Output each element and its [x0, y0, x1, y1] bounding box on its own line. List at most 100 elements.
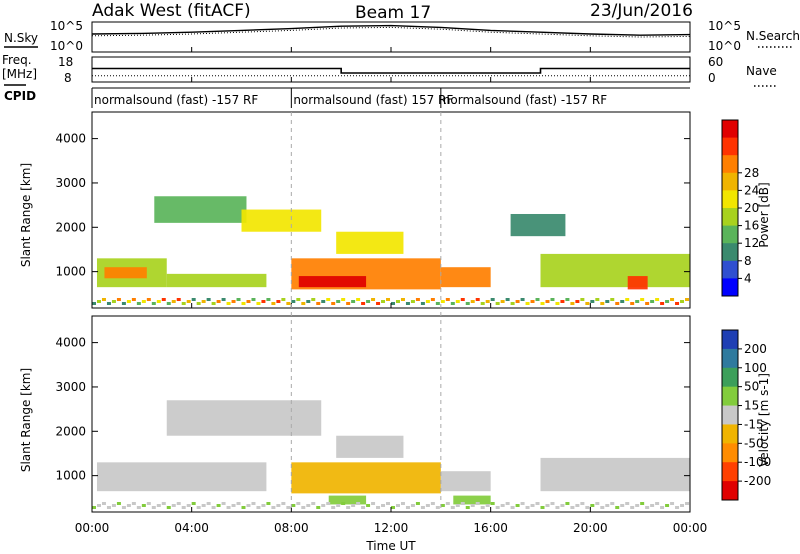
- colorbar-tick-label: 24: [744, 183, 759, 197]
- heatmap-speckle: [166, 302, 171, 305]
- heatmap-speckle: [585, 302, 590, 305]
- heatmap-speckle: [475, 502, 480, 505]
- heatmap-speckle: [635, 504, 640, 507]
- heatmap-region: [336, 231, 404, 254]
- noise-right-label: N.Search: [746, 29, 800, 43]
- heatmap-speckle: [515, 504, 520, 507]
- colorbar-cell: [722, 260, 738, 279]
- heatmap-speckle: [326, 502, 331, 505]
- colorbar-cell: [722, 208, 738, 227]
- heatmap-speckle: [236, 502, 241, 505]
- heatmap-speckle: [460, 502, 465, 505]
- date-title: 23/Jun/2016: [590, 1, 693, 21]
- heatmap-speckle: [465, 302, 470, 305]
- range-tick-label: 1000: [55, 265, 86, 279]
- colorbar-tick-label: -200: [744, 474, 771, 488]
- heatmap-speckle: [535, 298, 540, 301]
- heatmap-speckle: [665, 504, 670, 507]
- heatmap-speckle: [161, 502, 166, 505]
- noise-left-tick-hi: 10^5: [50, 19, 83, 33]
- heatmap-speckle: [251, 298, 256, 301]
- heatmap-speckle: [291, 300, 296, 303]
- heatmap-speckle: [92, 302, 96, 305]
- colorbar-cell: [722, 172, 738, 191]
- heatmap-speckle: [311, 298, 316, 301]
- heatmap-speckle: [221, 502, 226, 505]
- heatmap-speckle: [655, 502, 660, 505]
- heatmap-speckle: [116, 502, 121, 505]
- heatmap-speckle: [196, 506, 201, 509]
- heatmap-region: [336, 435, 404, 458]
- heatmap-speckle: [176, 502, 181, 505]
- station-title: Adak West (fitACF): [92, 1, 251, 21]
- heatmap-region: [104, 267, 147, 279]
- heatmap-speckle: [515, 300, 520, 303]
- heatmap-speckle: [565, 502, 570, 505]
- heatmap-speckle: [480, 506, 485, 509]
- colorbar-cell: [722, 481, 738, 501]
- heatmap-speckle: [530, 504, 535, 507]
- colorbar-cell: [722, 367, 738, 388]
- heatmap-speckle: [620, 300, 625, 303]
- colorbar-cell: [722, 386, 738, 407]
- heatmap-region: [627, 276, 648, 290]
- colorbar-tick-label: 100: [744, 361, 767, 375]
- heatmap-speckle: [665, 300, 670, 303]
- heatmap-speckle: [271, 506, 276, 509]
- heatmap-speckle: [151, 302, 156, 305]
- velocity-colorbar: 200 100 50 15 -15 -50 -100 -200: [721, 329, 771, 501]
- colorbar-cell: [722, 330, 738, 350]
- heatmap-speckle: [181, 302, 186, 305]
- heatmap-speckle: [645, 302, 650, 305]
- heatmap-speckle: [176, 298, 181, 301]
- heatmap-speckle: [186, 504, 191, 507]
- heatmap-speckle: [510, 506, 515, 509]
- colorbar-cell: [722, 424, 738, 444]
- range-tick-label: 3000: [55, 176, 86, 190]
- heatmap-speckle: [540, 302, 545, 305]
- time-tick-label: 00:00: [673, 521, 708, 535]
- time-tick-label: 04:00: [174, 521, 209, 535]
- heatmap-speckle: [361, 302, 366, 305]
- heatmap-speckle: [450, 302, 455, 305]
- heatmap-speckle: [341, 502, 346, 505]
- heatmap-speckle: [121, 302, 126, 305]
- heatmap-speckle: [286, 506, 291, 509]
- heatmap-speckle: [251, 502, 256, 505]
- heatmap-speckle: [301, 506, 306, 509]
- time-tick-label: 00:00: [75, 521, 110, 535]
- heatmap-speckle: [136, 506, 141, 509]
- heatmap-region: [154, 196, 247, 223]
- heatmap-region: [96, 462, 267, 492]
- velocity-yticks: 1000 2000 3000 4000: [55, 336, 690, 483]
- heatmap-speckle: [161, 298, 166, 301]
- heatmap-speckle: [615, 506, 620, 509]
- heatmap-speckle: [670, 298, 675, 301]
- heatmap-region: [328, 495, 367, 505]
- heatmap-speckle: [366, 300, 371, 303]
- power-heatmap: [92, 196, 690, 305]
- colorbar-cell: [722, 405, 738, 425]
- heatmap-speckle: [171, 300, 176, 303]
- colorbar-cell: [722, 190, 738, 209]
- heatmap-speckle: [610, 298, 615, 301]
- heatmap-speckle: [675, 506, 680, 509]
- heatmap-speckle: [276, 300, 281, 303]
- colorbar-tick-label: 12: [744, 236, 759, 250]
- heatmap-speckle: [570, 506, 575, 509]
- heatmap-speckle: [366, 504, 371, 507]
- heatmap-speckle: [640, 298, 645, 301]
- colorbar-cell: [722, 348, 738, 369]
- heatmap-speckle: [420, 302, 425, 305]
- heatmap-speckle: [171, 504, 176, 507]
- heatmap-speckle: [460, 298, 465, 301]
- colorbar-cell: [722, 155, 738, 174]
- heatmap-speckle: [640, 502, 645, 505]
- heatmap-speckle: [580, 502, 585, 505]
- range-tick-label: 4000: [55, 132, 86, 146]
- heatmap-speckle: [565, 298, 570, 301]
- heatmap-speckle: [116, 298, 121, 301]
- heatmap-speckle: [635, 300, 640, 303]
- colorbar-cell: [722, 243, 738, 262]
- heatmap-speckle: [505, 298, 510, 301]
